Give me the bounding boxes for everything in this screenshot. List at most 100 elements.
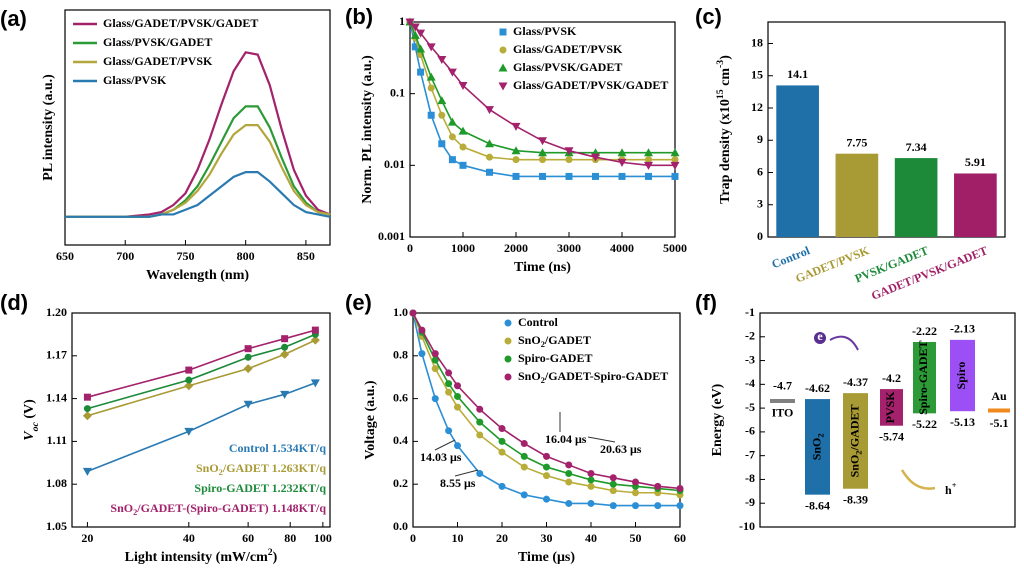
marker <box>409 309 417 317</box>
legend-label: Glass/GADET/PVSK/GADET <box>103 16 258 30</box>
energy-band <box>843 393 868 489</box>
marker <box>82 411 92 421</box>
marker <box>565 156 573 164</box>
text-part: SnO <box>518 333 541 347</box>
level-name: Au <box>991 389 1007 403</box>
y-tick-label: 1.14 <box>46 390 67 404</box>
marker <box>459 143 467 151</box>
marker <box>476 470 484 477</box>
text-part: /GADET-(Spiro-GADET) 1.148KT/q <box>136 501 326 515</box>
series-line <box>87 382 316 473</box>
y-tick-label: -7 <box>745 447 755 461</box>
y-tick-label: 15 <box>751 68 763 82</box>
level-value: -5.13 <box>950 415 975 429</box>
text-part: V <box>22 430 37 441</box>
legend-label: SnO2/GADET-(Spiro-GADET) 1.148KT/q <box>110 501 326 518</box>
marker <box>632 478 639 486</box>
annotation: 8.55 μs <box>440 476 476 490</box>
level-value: -4.7 <box>773 379 792 393</box>
marker <box>499 28 507 36</box>
marker <box>454 403 461 411</box>
x-axis-label: Time (μs) <box>518 550 575 565</box>
marker <box>244 345 252 353</box>
marker <box>670 161 680 170</box>
marker <box>447 68 457 77</box>
marker <box>458 126 468 135</box>
marker <box>654 482 662 490</box>
y-tick-label: 0.8 <box>393 348 408 362</box>
y-axis-label: Energy (eV) <box>710 383 725 456</box>
plot-frame <box>759 312 1016 528</box>
y-tick-label: 6 <box>757 164 763 178</box>
marker <box>644 148 653 157</box>
panel-label: (d) <box>0 290 28 315</box>
marker <box>676 484 684 492</box>
y-tick-label: -6 <box>745 424 755 438</box>
x-tick-label: 10 <box>452 531 464 545</box>
y-tick-label: 0.0 <box>393 519 408 533</box>
marker <box>184 427 194 436</box>
energy-band <box>950 339 975 412</box>
marker <box>438 111 446 119</box>
x-tick-label: 4000 <box>610 241 634 255</box>
marker <box>539 172 546 180</box>
y-tick-label: -5 <box>745 400 755 414</box>
text-part: 2 <box>219 468 223 477</box>
marker <box>543 495 550 503</box>
marker <box>498 437 506 445</box>
text-part: /GADET-Spiro-GADET <box>544 369 668 383</box>
x-tick-label: 100 <box>314 531 332 545</box>
marker <box>617 148 627 157</box>
marker <box>587 482 595 490</box>
text-part: 2 <box>268 547 273 558</box>
y-tick-label: -2 <box>745 329 755 343</box>
marker <box>83 393 91 401</box>
marker <box>243 364 253 374</box>
marker <box>445 380 453 388</box>
text-part: Trap density (x10 <box>718 99 733 204</box>
hole-label: h+ <box>945 481 957 496</box>
bar <box>776 85 819 237</box>
x-tick-label: 3000 <box>557 241 581 255</box>
y-axis-label: Trap density (x1015 cm-3) <box>715 55 733 204</box>
y-tick-label: -1 <box>745 305 755 319</box>
marker <box>609 487 617 495</box>
legend-label: Glass/GADET/PVSK <box>513 42 623 56</box>
marker <box>410 30 420 39</box>
marker <box>454 382 461 390</box>
marker <box>448 156 456 164</box>
text-part: h <box>945 483 952 497</box>
legend-label: Glass/PVSK <box>103 73 167 87</box>
y-tick-label: -9 <box>745 495 755 509</box>
level-value: -5.74 <box>879 429 904 443</box>
marker <box>416 29 426 38</box>
text-part: 2 <box>541 340 545 349</box>
marker <box>426 43 436 52</box>
hole-arrow <box>900 469 936 490</box>
y-tick-label: 1.11 <box>47 433 67 447</box>
level-name: Spiro-GADET <box>916 340 930 414</box>
y-tick-label: 0.2 <box>393 476 408 490</box>
level-value: -8.39 <box>843 492 868 506</box>
marker <box>498 63 508 72</box>
marker <box>416 44 426 53</box>
series-line <box>87 339 316 417</box>
y-tick-label: 0.4 <box>393 433 408 447</box>
marker <box>520 452 528 460</box>
electron-label: e <box>817 329 823 343</box>
marker <box>417 68 425 76</box>
x-tick-label: 60 <box>242 531 254 545</box>
x-tick-label: 2000 <box>504 241 528 255</box>
bar <box>954 173 997 237</box>
marker <box>418 326 426 334</box>
level-name: SnO2 <box>809 433 826 460</box>
annotation-arrow <box>587 436 616 443</box>
x-tick-label: 80 <box>284 531 296 545</box>
marker <box>499 46 507 54</box>
text-part: oc <box>30 422 41 432</box>
plot-frame <box>64 9 331 246</box>
panel-label: (f) <box>695 290 717 315</box>
x-tick-label: 850 <box>297 249 315 263</box>
marker <box>654 502 662 510</box>
marker <box>498 448 506 456</box>
